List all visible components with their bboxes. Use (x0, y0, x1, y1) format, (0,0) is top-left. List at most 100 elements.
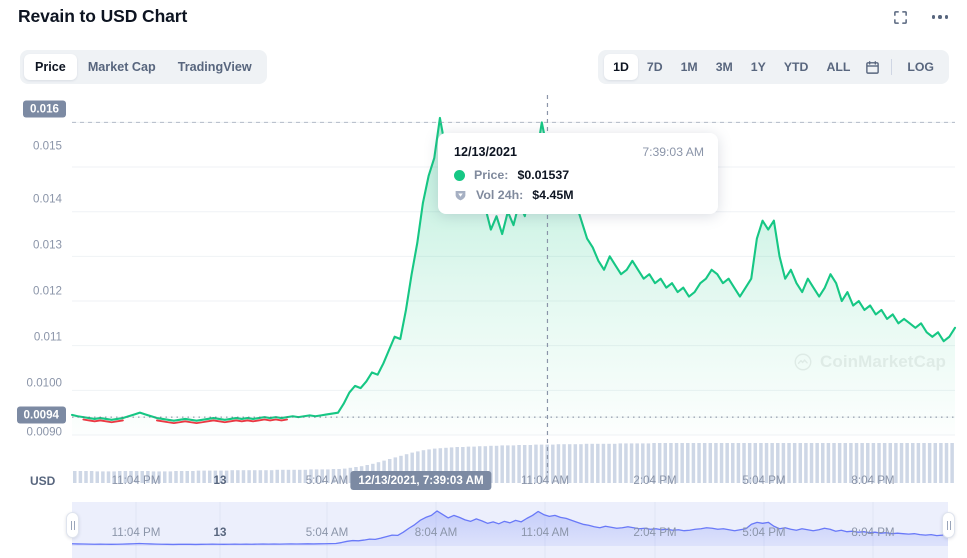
x-axis-tick: 8:04 PM (851, 474, 895, 487)
price-chart[interactable] (0, 95, 967, 495)
volume-bar (421, 450, 426, 483)
volume-bar (680, 443, 684, 483)
volume-bar (500, 445, 504, 483)
volume-bar (821, 443, 825, 483)
tab-tradingview[interactable]: TradingView (177, 60, 252, 74)
fullscreen-icon[interactable] (887, 4, 913, 30)
shield-icon (454, 189, 467, 202)
volume-bar (652, 443, 656, 483)
volume-bar (252, 470, 257, 483)
y-axis-badge-current: 0.0094 (16, 406, 66, 424)
volume-bar (314, 469, 319, 483)
dot (938, 15, 942, 19)
range-1d[interactable]: 1D (604, 54, 638, 80)
y-axis-tick: 0.0090 (26, 425, 62, 439)
volume-bar (202, 470, 206, 483)
volume-bar (939, 443, 943, 483)
volume-bar (635, 443, 639, 483)
volume-bar (297, 469, 302, 483)
volume-bar (832, 443, 836, 483)
navigator-tick: 8:04 AM (414, 526, 458, 539)
volume-bar (776, 443, 780, 483)
range-1y[interactable]: 1Y (750, 60, 766, 74)
volume-bar (236, 470, 240, 483)
volume-bar (742, 443, 746, 483)
range-1m[interactable]: 1M (680, 60, 698, 74)
price-line (70, 116, 957, 422)
grip-line (70, 520, 72, 530)
price-series-dot-icon (454, 169, 465, 181)
volume-bar (944, 443, 949, 483)
volume-bar (843, 443, 848, 483)
volume-bar (292, 469, 296, 483)
volume-bar (489, 445, 493, 483)
volume-bar (472, 446, 476, 483)
volume-bar (579, 444, 583, 483)
more-options-icon[interactable] (927, 4, 953, 30)
y-axis: 0.016 0.015 0.014 0.013 0.012 0.011 0.01… (0, 95, 68, 439)
volume-bar (134, 471, 139, 483)
volume-bar (618, 443, 623, 483)
y-axis-tick: 0.011 (33, 330, 62, 344)
volume-bar (106, 471, 111, 483)
tooltip-time: 7:39:03 AM (642, 145, 704, 159)
volume-bar (624, 443, 628, 483)
log-scale-toggle[interactable]: LOG (907, 60, 934, 74)
chart-tooltip: 12/13/2021 7:39:03 AM Price: $0.01537 Vo… (438, 133, 718, 214)
volume-bar (922, 443, 926, 483)
volume-bar (269, 470, 274, 483)
tab-price[interactable]: Price (24, 54, 77, 80)
volume-bar (916, 443, 921, 483)
volume-bar (303, 469, 308, 483)
volume-bar (787, 443, 791, 483)
volume-bar (596, 443, 600, 483)
volume-bar (764, 443, 769, 483)
volume-bar (674, 443, 679, 483)
volume-bar (539, 444, 544, 483)
volume-bar (612, 443, 617, 483)
volume-bar (309, 469, 313, 483)
volume-bars (73, 443, 954, 483)
volume-bar (826, 443, 831, 483)
volume-bar (264, 470, 268, 483)
navigator-left-handle[interactable] (66, 512, 79, 538)
volume-bar (466, 446, 471, 483)
volume-bar (607, 443, 611, 483)
volume-bar (511, 445, 516, 483)
navigator-tick: 2:04 PM (633, 526, 677, 539)
chart-type-tabs: Price Market Cap TradingView (20, 50, 267, 84)
range-7d[interactable]: 7D (646, 60, 663, 74)
range-all[interactable]: ALL (826, 60, 851, 74)
y-axis-tick: 0.013 (32, 238, 62, 252)
chart-navigator[interactable]: 11:04 PM 13 5:04 AM 8:04 AM 11:04 AM 2:0… (0, 500, 967, 558)
x-axis-tick: 13 (213, 474, 227, 487)
volume-bar (146, 471, 150, 483)
range-ytd[interactable]: YTD (783, 60, 809, 74)
volume-bar (191, 471, 195, 483)
y-axis-tick: 0.0100 (26, 376, 62, 390)
volume-bar (691, 443, 696, 483)
volume-bar (562, 444, 566, 483)
range-3m[interactable]: 3M (715, 60, 733, 74)
volume-bar (438, 448, 443, 483)
calendar-icon[interactable] (859, 54, 885, 80)
page-title: Revain to USD Chart (18, 6, 188, 26)
volume-bar (337, 469, 341, 483)
volume-bar (320, 469, 324, 483)
volume-bar (168, 471, 173, 483)
volume-bar (89, 471, 94, 483)
volume-bar (517, 445, 521, 483)
tab-market-cap[interactable]: Market Cap (87, 60, 156, 74)
toolbar-divider (891, 59, 893, 75)
volume-bar (860, 443, 864, 483)
navigator-canvas[interactable] (0, 500, 967, 558)
tooltip-price-value: $0.01537 (517, 168, 570, 182)
y-axis-tick: 0.014 (32, 192, 62, 206)
time-range-selector: 1D 7D 1M 3M 1Y YTD ALL LOG (598, 50, 949, 84)
volume-bar (657, 443, 662, 483)
navigator-right-handle[interactable] (942, 512, 955, 538)
volume-bar (207, 470, 212, 483)
volume-bar (342, 468, 347, 483)
volume-bar (163, 471, 167, 483)
volume-bar (731, 443, 735, 483)
